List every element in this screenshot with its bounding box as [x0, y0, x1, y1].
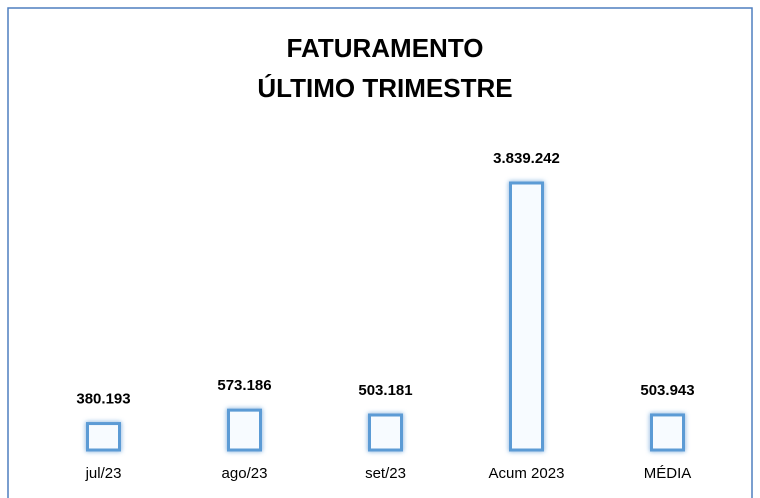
bar: [509, 181, 544, 452]
chart-title: FATURAMENTO: [287, 33, 484, 63]
value-label: 503.943: [640, 382, 694, 399]
x-tick-label: ago/23: [222, 465, 268, 482]
x-tick-label: MÉDIA: [644, 465, 692, 482]
bar: [368, 413, 403, 452]
x-tick-label: jul/23: [85, 465, 122, 482]
bar: [650, 413, 685, 452]
value-label: 380.193: [76, 391, 130, 408]
x-tick-label: Acum 2023: [489, 465, 565, 482]
value-label: 503.181: [358, 382, 412, 399]
x-tick-label: set/23: [365, 465, 406, 482]
value-label: 573.186: [217, 377, 271, 394]
bar: [227, 408, 262, 452]
chart-title: ÚLTIMO TRIMESTRE: [257, 73, 512, 103]
bar: [86, 422, 121, 452]
value-label: 3.839.242: [493, 150, 560, 167]
